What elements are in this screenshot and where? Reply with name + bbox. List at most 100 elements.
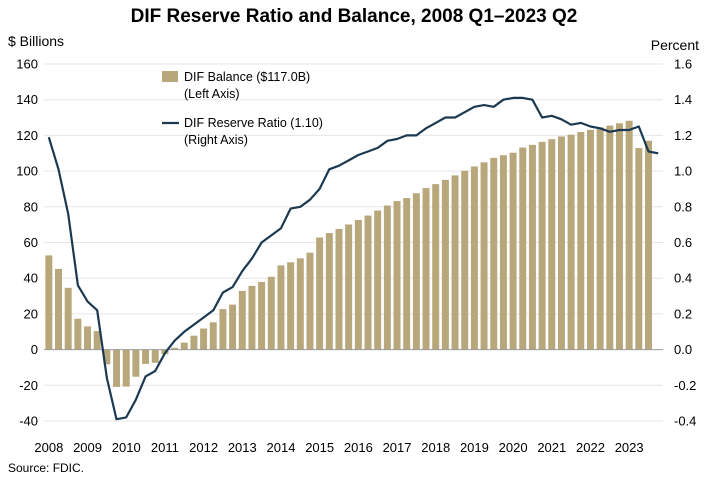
right-tick-label: -0.2 <box>674 378 696 393</box>
balance-bar <box>557 136 565 350</box>
x-tick-label: 2020 <box>499 440 528 455</box>
x-tick-label: 2018 <box>421 440 450 455</box>
balance-bar <box>548 139 556 350</box>
x-tick-label: 2021 <box>537 440 566 455</box>
balance-bar <box>190 335 198 350</box>
balance-bar <box>422 188 430 350</box>
right-tick-label: 0.2 <box>674 306 692 321</box>
left-tick-label: -20 <box>19 378 38 393</box>
balance-bar <box>567 134 575 350</box>
x-tick-label: 2009 <box>73 440 102 455</box>
balance-bar <box>171 347 179 350</box>
right-tick-label: 0.6 <box>674 235 692 250</box>
left-tick-label: 160 <box>16 57 38 72</box>
source-note: Source: FDIC. <box>8 461 84 475</box>
right-tick-label: 0.4 <box>674 271 692 286</box>
balance-bar <box>122 349 130 387</box>
balance-bar <box>441 179 449 350</box>
balance-bar <box>528 144 536 350</box>
balance-bar <box>354 220 362 350</box>
left-tick-label: -40 <box>19 414 38 429</box>
legend-bar-label: DIF Balance ($117.0B) <box>184 70 310 84</box>
right-tick-label: 0.0 <box>674 342 692 357</box>
balance-bar <box>335 228 343 350</box>
balance-bar <box>625 120 633 350</box>
balance-bar <box>596 127 604 350</box>
balance-bar <box>451 175 459 350</box>
x-tick-label: 2011 <box>151 440 179 455</box>
balance-bar <box>84 326 92 350</box>
x-tick-label: 2012 <box>189 440 218 455</box>
x-tick-label: 2022 <box>576 440 605 455</box>
right-tick-label: 1.2 <box>674 128 692 143</box>
left-tick-label: 140 <box>16 92 38 107</box>
balance-bar <box>393 201 401 350</box>
balance-bar <box>132 349 140 377</box>
balance-bar <box>316 237 324 350</box>
x-tick-label: 2008 <box>34 440 63 455</box>
right-tick-label: 1.4 <box>674 92 692 107</box>
chart-title: DIF Reserve Ratio and Balance, 2008 Q1–2… <box>131 6 578 27</box>
left-axis-ticks: 160 140 120 100 80 60 40 20 0 -20 -40 <box>16 57 38 429</box>
balance-bar <box>490 157 498 350</box>
reserve-ratio-line <box>47 96 659 421</box>
balance-bar <box>606 125 614 350</box>
balance-bar <box>480 162 488 350</box>
balance-bar <box>113 349 121 387</box>
left-tick-label: 120 <box>16 128 38 143</box>
balance-bar <box>277 265 285 350</box>
left-tick-label: 100 <box>16 164 38 179</box>
balance-bar <box>55 268 62 350</box>
balance-bar <box>219 309 227 350</box>
balance-bar <box>142 349 150 364</box>
balance-bar <box>519 147 527 350</box>
left-axis-label: $ Billions <box>8 33 64 49</box>
balance-bars <box>45 120 652 387</box>
balance-bar <box>103 349 111 365</box>
right-tick-label: 1.6 <box>674 57 692 72</box>
left-tick-label: 40 <box>24 271 38 286</box>
balance-bar <box>296 258 304 350</box>
balance-bar <box>470 166 478 350</box>
x-tick-label: 2019 <box>460 440 489 455</box>
balance-bar <box>412 193 420 350</box>
balance-bar <box>180 342 188 350</box>
gridlines <box>44 63 663 422</box>
balance-bar <box>645 140 652 350</box>
legend-bar-swatch <box>162 71 178 82</box>
right-axis-label: Percent <box>651 37 699 53</box>
x-tick-label: 2013 <box>228 440 257 455</box>
balance-bar <box>258 281 266 350</box>
balance-bar <box>374 210 382 350</box>
balance-bar <box>45 255 53 350</box>
balance-bar <box>267 276 275 350</box>
balance-bar <box>325 233 333 350</box>
x-tick-label: 2016 <box>344 440 373 455</box>
balance-bar <box>287 262 295 350</box>
balance-bar <box>364 215 372 350</box>
balance-bar <box>461 170 469 350</box>
left-tick-label: 60 <box>24 235 38 250</box>
balance-bar <box>248 285 256 350</box>
left-tick-label: 20 <box>24 306 38 321</box>
balance-bar <box>615 123 623 350</box>
right-tick-label: 0.8 <box>674 199 692 214</box>
balance-bar <box>74 318 82 350</box>
x-tick-label: 2010 <box>112 440 141 455</box>
legend-line-sub: (Right Axis) <box>184 133 248 147</box>
balance-bar <box>238 290 246 350</box>
x-tick-label: 2023 <box>615 440 644 455</box>
balance-bar <box>499 155 507 350</box>
balance-bar <box>509 152 517 350</box>
legend-line-label: DIF Reserve Ratio (1.10) <box>184 116 323 130</box>
left-tick-label: 80 <box>24 199 38 214</box>
x-tick-label: 2014 <box>267 440 296 455</box>
left-tick-label: 0 <box>31 342 38 357</box>
x-axis-ticks: 2008 2009 2010 2011 2012 2013 2014 2015 2016 2017… <box>34 440 643 455</box>
balance-bar <box>345 224 353 350</box>
balance-bar <box>64 287 72 350</box>
x-tick-label: 2017 <box>383 440 412 455</box>
right-tick-label: -0.4 <box>674 414 696 429</box>
legend-bar-sub: (Left Axis) <box>184 87 240 101</box>
